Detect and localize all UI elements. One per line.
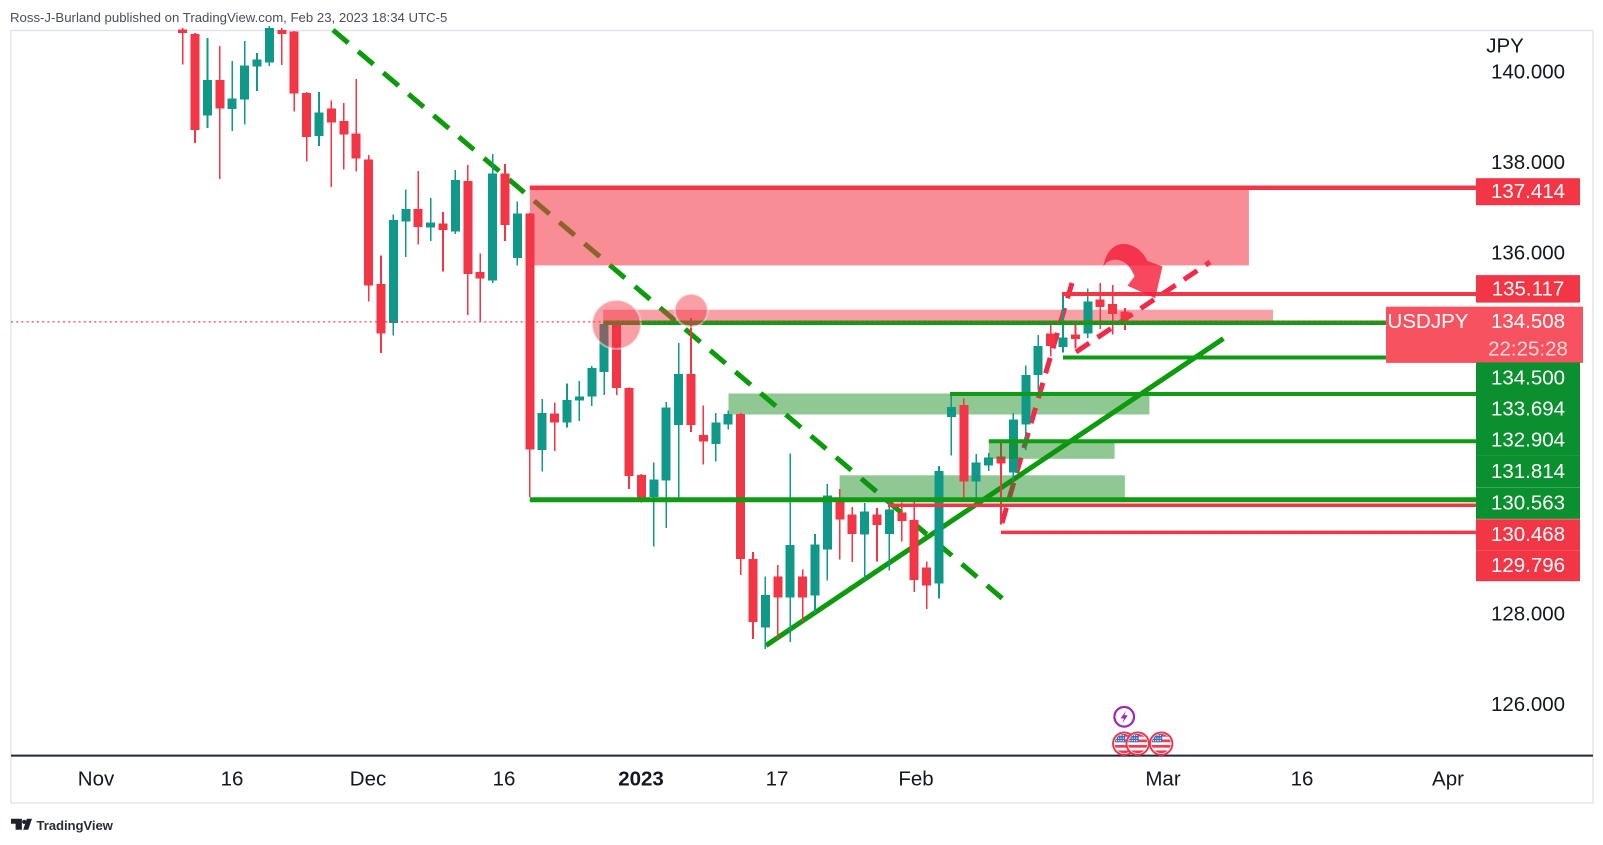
svg-text:136.000: 136.000 <box>1491 241 1565 264</box>
svg-text:TradingView: TradingView <box>37 818 114 833</box>
svg-text:Mar: Mar <box>1145 768 1180 791</box>
svg-text:128.000: 128.000 <box>1491 602 1565 625</box>
svg-text:131.814: 131.814 <box>1491 460 1565 483</box>
svg-text:Nov: Nov <box>78 768 115 791</box>
svg-text:133.694: 133.694 <box>1491 398 1565 421</box>
svg-text:130.563: 130.563 <box>1491 492 1565 515</box>
svg-text:132.904: 132.904 <box>1491 429 1565 452</box>
svg-text:Ross-J-Burland published on Tr: Ross-J-Burland published on TradingView.… <box>10 10 447 25</box>
svg-text:2023: 2023 <box>618 768 664 791</box>
svg-text:138.000: 138.000 <box>1491 151 1565 174</box>
svg-text:16: 16 <box>1291 768 1314 791</box>
svg-text:134.508: 134.508 <box>1491 310 1565 333</box>
svg-text:134.500: 134.500 <box>1491 367 1565 390</box>
svg-text:17: 17 <box>766 768 789 791</box>
svg-text:16: 16 <box>493 768 516 791</box>
svg-text:22:25:28: 22:25:28 <box>1488 338 1568 361</box>
svg-text:Dec: Dec <box>350 768 386 791</box>
svg-text:Feb: Feb <box>898 768 933 791</box>
svg-text:140.000: 140.000 <box>1491 61 1565 84</box>
svg-text:126.000: 126.000 <box>1491 693 1565 716</box>
svg-text:JPY: JPY <box>1486 35 1524 58</box>
svg-text:16: 16 <box>221 768 244 791</box>
svg-text:Apr: Apr <box>1432 768 1464 791</box>
svg-text:137.414: 137.414 <box>1491 180 1565 203</box>
svg-text:129.796: 129.796 <box>1491 554 1565 577</box>
svg-text:135.117: 135.117 <box>1492 277 1565 300</box>
svg-text:130.468: 130.468 <box>1491 523 1565 546</box>
svg-text:USDJPY: USDJPY <box>1388 310 1469 333</box>
